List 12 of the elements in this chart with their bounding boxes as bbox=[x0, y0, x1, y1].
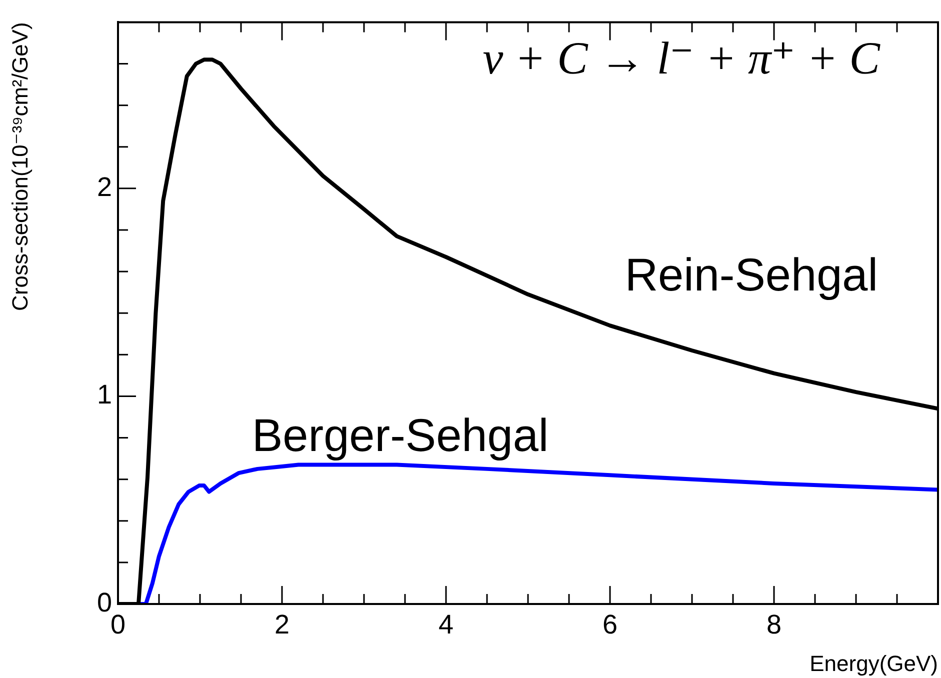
y-tick-label: 0 bbox=[96, 587, 112, 618]
x-tick-label: 4 bbox=[438, 610, 454, 640]
annotation: ν + C → l⁻ + π⁺ + C bbox=[482, 32, 882, 84]
series-label: Rein-Sehgal bbox=[624, 248, 878, 300]
x-tick-label: 6 bbox=[602, 610, 618, 640]
x-tick-label: 2 bbox=[274, 610, 290, 640]
x-tick-label: 8 bbox=[766, 610, 782, 640]
x-axis-title: Energy(GeV) bbox=[810, 650, 938, 676]
y-tick-label: 2 bbox=[96, 172, 112, 202]
y-tick-label: 1 bbox=[96, 380, 112, 410]
y-axis-title: Cross-section(10⁻³⁹cm²/GeV) bbox=[7, 22, 32, 311]
series-label: Berger-Sehgal bbox=[252, 408, 549, 461]
